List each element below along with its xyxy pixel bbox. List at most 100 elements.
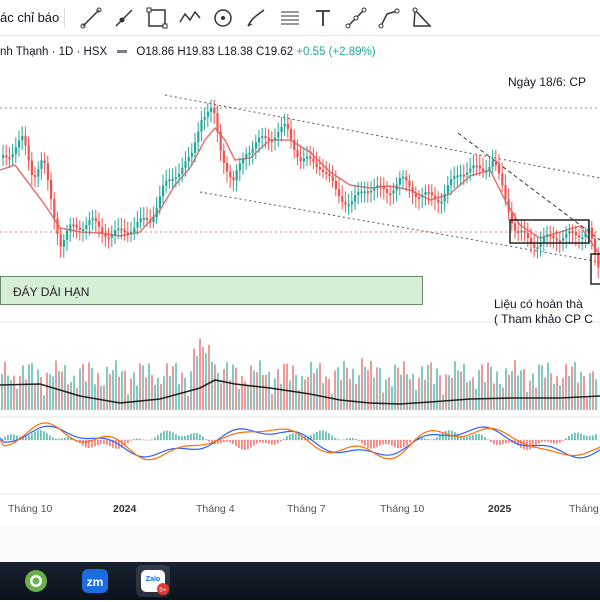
candle-body — [392, 190, 394, 193]
macd-histogram-bar — [13, 435, 15, 440]
symbol-name[interactable]: nh Thạnh · 1D · HSX — [0, 46, 107, 58]
volume-bar — [481, 365, 483, 410]
triangle-tool-icon[interactable] — [410, 6, 434, 30]
macd-histogram-bar — [481, 435, 483, 440]
rectangle-tool-icon[interactable] — [145, 6, 169, 30]
path-tool-icon[interactable] — [344, 6, 368, 30]
volume-bar — [34, 385, 36, 410]
candle-body — [130, 232, 132, 234]
macd-histogram-bar — [397, 440, 399, 448]
volume-bar — [355, 384, 357, 410]
macd-histogram-bar — [187, 435, 189, 440]
candle-body — [568, 231, 570, 234]
macd-histogram-bar — [244, 440, 246, 450]
macd-histogram-bar — [322, 430, 324, 440]
macd-histogram-bar — [274, 440, 276, 445]
wave-tool-icon[interactable] — [178, 6, 202, 30]
candle-body — [482, 169, 484, 171]
macd-histogram-bar — [511, 440, 513, 443]
volume-bar — [163, 376, 165, 410]
macd-histogram-bar — [295, 434, 297, 440]
volume-bar — [532, 374, 534, 410]
volume-bar — [217, 373, 219, 410]
candle-body — [239, 163, 241, 170]
volume-bar — [280, 384, 282, 410]
candle-body — [53, 199, 55, 218]
volume-bar — [256, 372, 258, 410]
volume-bar — [292, 366, 294, 410]
macd-histogram-bar — [388, 440, 390, 444]
candle-body — [396, 185, 398, 191]
circle-tool-icon[interactable] — [211, 6, 235, 30]
volume-bar — [214, 364, 216, 410]
volume-bar — [247, 386, 249, 410]
macd-histogram-bar — [79, 440, 81, 443]
brush-tool-icon[interactable] — [244, 6, 268, 30]
macd-histogram-bar — [169, 431, 171, 440]
zoom-app[interactable]: zm — [78, 565, 112, 597]
curve-tool-icon[interactable] — [377, 6, 401, 30]
candle-body — [82, 229, 84, 231]
candle-body — [508, 199, 510, 213]
macd-histogram-bar — [406, 440, 408, 445]
volume-bar — [319, 363, 321, 410]
volume-bar — [97, 373, 99, 410]
volume-bar — [4, 362, 6, 410]
volume-bar — [457, 370, 459, 410]
coccoc-app[interactable] — [19, 565, 53, 597]
macd-histogram-bar — [460, 436, 462, 440]
macd-histogram-bar — [325, 431, 327, 440]
volume-bar — [508, 375, 510, 410]
macd-histogram-bar — [469, 436, 471, 440]
macd-histogram-bar — [427, 439, 429, 440]
candle-body — [242, 159, 244, 164]
text-tool-icon[interactable] — [311, 6, 335, 30]
macd-histogram-bar — [532, 440, 534, 448]
channel-upper-line — [165, 95, 600, 178]
candle-body — [581, 237, 583, 239]
macd-histogram-bar — [94, 440, 96, 446]
volume-bar — [322, 383, 324, 410]
candle-body — [488, 167, 490, 171]
macd-histogram-bar — [22, 437, 24, 440]
candle-body — [184, 161, 186, 168]
candle-body — [344, 202, 346, 205]
macd-histogram-bar — [151, 439, 153, 440]
time-axis[interactable]: Tháng 10 2024 Tháng 4 Tháng 7 Tháng 10 2… — [0, 496, 600, 526]
macd-histogram-bar — [256, 440, 258, 444]
macd-histogram-bar — [55, 439, 57, 440]
volume-bar — [568, 376, 570, 410]
macd-histogram-bar — [499, 440, 501, 445]
volume-bar — [115, 360, 117, 410]
ray-tool-icon[interactable] — [112, 6, 136, 30]
macd-histogram-bar — [391, 440, 393, 446]
volume-bar — [43, 395, 45, 410]
macd-histogram-bar — [418, 437, 420, 440]
macd-histogram-bar — [355, 439, 357, 440]
volume-bar — [49, 374, 51, 410]
line-tool-icon[interactable] — [79, 6, 103, 30]
volume-bar — [301, 376, 303, 410]
volume-bar — [400, 375, 402, 410]
channel-lower-line — [200, 192, 600, 262]
macd-histogram-bar — [523, 440, 525, 449]
support-zone-box[interactable]: ĐÁY DÀI HẠN — [0, 276, 423, 305]
macd-histogram-bar — [358, 440, 360, 441]
macd-histogram-bar — [217, 440, 219, 444]
candle-body — [168, 179, 170, 181]
macd-histogram-bar — [565, 438, 567, 440]
macd-histogram-bar — [580, 434, 582, 440]
candle-body — [399, 178, 401, 185]
macd-histogram-bar — [487, 439, 489, 440]
volume-bar — [427, 365, 429, 410]
indicators-button[interactable]: ác chỉ báo — [0, 10, 59, 25]
macd-histogram-bar — [568, 436, 570, 440]
candle-body — [197, 132, 199, 143]
zalo-label: Zalo — [146, 576, 160, 583]
macd-histogram-bar — [430, 439, 432, 440]
volume-bar — [148, 363, 150, 410]
candle-body — [172, 179, 174, 181]
candle-body — [120, 228, 122, 230]
fib-lines-icon[interactable] — [278, 6, 302, 30]
